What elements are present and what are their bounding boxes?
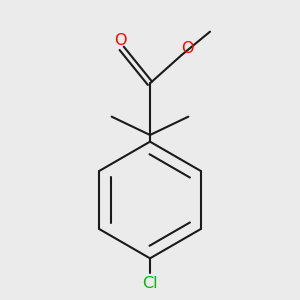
Text: O: O xyxy=(182,41,194,56)
Text: O: O xyxy=(114,34,126,49)
Text: Cl: Cl xyxy=(142,277,158,292)
